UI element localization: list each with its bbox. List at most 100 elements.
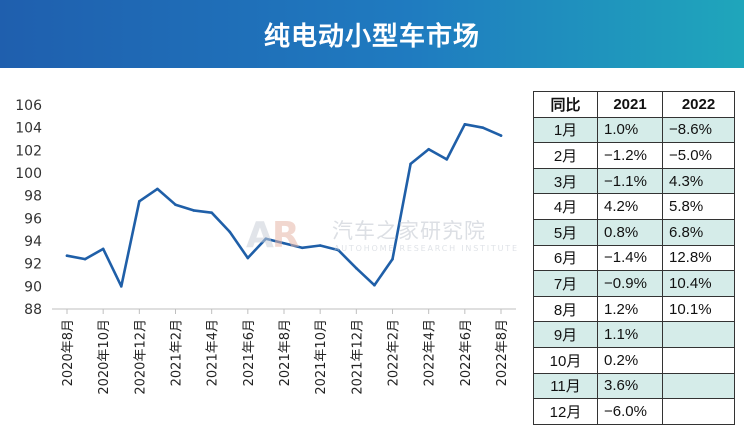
yoy-month-cell: 7月 <box>533 270 598 297</box>
x-tick-label: 2022年4月 <box>423 319 438 386</box>
y-tick-label: 88 <box>24 302 42 318</box>
x-tick-label: 2021年4月 <box>206 319 221 386</box>
data-point <box>210 211 213 214</box>
yoy-2022-cell: 6.8% <box>662 218 735 246</box>
line-chart: 88 90 92 94 96 98 100 102 104 106 2020年8月 2020年10月 2… <box>15 98 516 395</box>
data-point <box>246 256 250 260</box>
data-point <box>318 244 322 247</box>
yoy-2021-cell: −1.4% <box>597 244 663 272</box>
yoy-month-cell: 4月 <box>533 193 598 220</box>
x-tick-label: 2021年2月 <box>170 319 185 386</box>
yoy-table-row: 1月 1.0% −8.6% <box>533 116 735 144</box>
yoy-table-row: 9月 1.1% <box>533 321 735 348</box>
yoy-2021-cell: −6.0% <box>597 398 663 425</box>
yoy-2022-cell: −5.0% <box>662 142 735 169</box>
yoy-month-cell: 2月 <box>533 142 598 169</box>
yoy-table-row: 6月 −1.4% 12.8% <box>533 244 735 272</box>
yoy-table-row: 7月 −0.9% 10.4% <box>533 270 735 297</box>
data-point <box>481 126 485 129</box>
data-point <box>101 247 105 251</box>
yoy-2022-cell: 4.3% <box>662 167 735 195</box>
yoy-2021-cell: 3.6% <box>597 372 663 400</box>
data-point <box>192 209 195 212</box>
data-point <box>409 162 412 166</box>
yoy-2022-cell: 10.4% <box>662 270 735 297</box>
yoy-table-row: 11月 3.6% <box>533 372 735 400</box>
yoy-2021-cell: 1.0% <box>597 116 663 144</box>
chart-title-banner: 纯电动小型车市场 <box>0 0 744 68</box>
yoy-header-label: 同比 <box>533 91 598 118</box>
yoy-2021-cell: 4.2% <box>597 193 663 220</box>
y-tick-label: 94 <box>24 234 42 250</box>
data-point <box>373 283 376 287</box>
data-point <box>355 266 358 270</box>
x-tick-label: 2020年10月 <box>97 319 112 395</box>
y-tick-label: 92 <box>24 257 42 273</box>
data-point <box>156 187 159 191</box>
yoy-table-header-row: 同比 2021 2022 <box>533 91 735 118</box>
data-point <box>336 248 340 252</box>
y-tick-label: 102 <box>15 143 42 159</box>
yoy-header-2021: 2021 <box>597 91 663 118</box>
yoy-header-2022: 2022 <box>662 91 735 118</box>
x-tick-label: 2021年8月 <box>278 319 293 386</box>
yoy-table-row: 12月 −6.0% <box>533 398 735 425</box>
yoy-2022-cell <box>662 321 735 348</box>
yoy-2021-cell: 0.8% <box>597 218 663 246</box>
series-line <box>65 122 503 288</box>
y-tick-label: 96 <box>24 211 42 227</box>
x-tick-label: 2021年12月 <box>350 319 365 395</box>
data-point <box>427 147 430 151</box>
x-tick-label: 2021年10月 <box>314 319 329 395</box>
yoy-month-cell: 9月 <box>533 321 598 348</box>
yoy-2022-cell <box>662 346 735 374</box>
y-tick-label: 100 <box>15 166 42 182</box>
yoy-2021-cell: 1.1% <box>597 321 663 348</box>
yoy-2021-cell: −0.9% <box>597 270 663 297</box>
x-tick-label: 2022年6月 <box>459 319 474 386</box>
data-point <box>463 122 467 126</box>
yoy-month-cell: 11月 <box>533 372 598 400</box>
yoy-month-cell: 12月 <box>533 398 598 425</box>
x-tick-label: 2022年2月 <box>387 319 402 386</box>
data-point <box>264 237 268 241</box>
yoy-2022-cell: 12.8% <box>662 244 735 272</box>
data-point <box>228 230 232 234</box>
yoy-2022-cell: 5.8% <box>662 193 735 220</box>
yoy-table-row: 8月 1.2% 10.1% <box>533 295 735 323</box>
x-tick-label: 2020年8月 <box>61 319 76 386</box>
yoy-2021-cell: 0.2% <box>597 346 663 374</box>
data-point <box>391 257 394 261</box>
y-tick-label: 98 <box>24 189 42 205</box>
yoy-2022-cell <box>662 372 735 400</box>
yoy-month-cell: 10月 <box>533 346 598 374</box>
yoy-month-cell: 3月 <box>533 167 598 195</box>
yoy-table-body: 1月 1.0% −8.6% 2月 −1.2% −5.0% 3月 −1.1% 4.3% 4月 4.2%… <box>533 116 735 425</box>
yoy-month-cell: 6月 <box>533 244 598 272</box>
line-chart-area: 88 90 92 94 96 98 100 102 104 106 2020年8月 2020年10月 2… <box>0 68 530 435</box>
x-tick-label: 2022年8月 <box>495 319 510 386</box>
yoy-2021-cell: −1.1% <box>597 167 663 195</box>
yoy-month-cell: 5月 <box>533 218 598 246</box>
y-tick-label: 104 <box>15 121 42 137</box>
yoy-2022-cell: −8.6% <box>662 116 735 144</box>
data-point <box>300 246 304 250</box>
yoy-table-row: 5月 0.8% 6.8% <box>533 218 735 246</box>
chart-title: 纯电动小型车市场 <box>263 21 480 52</box>
yoy-month-cell: 8月 <box>533 295 598 323</box>
x-tick-label: 2020年12月 <box>133 319 148 395</box>
data-point <box>282 241 286 245</box>
yoy-2022-cell <box>662 398 735 425</box>
yoy-table: 同比 2021 2022 1月 1.0% −8.6% 2月 −1.2% −5.0% 3月 −1… <box>533 91 735 425</box>
data-point <box>174 203 177 207</box>
yoy-2022-cell: 10.1% <box>662 295 735 323</box>
yoy-table-row: 4月 4.2% 5.8% <box>533 193 735 220</box>
yoy-month-cell: 1月 <box>533 116 598 144</box>
yoy-2021-cell: 1.2% <box>597 295 663 323</box>
x-tick-label: 2021年6月 <box>242 319 257 386</box>
data-point <box>499 134 503 137</box>
data-point <box>83 257 87 261</box>
data-point <box>65 254 69 258</box>
data-point <box>138 200 141 203</box>
y-tick-label: 90 <box>24 279 42 295</box>
